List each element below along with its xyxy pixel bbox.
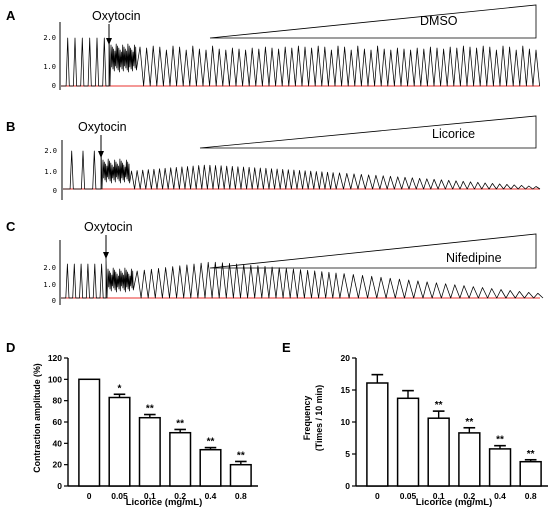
y-tick-label: 0 bbox=[53, 187, 57, 195]
treatment-label: Nifedipine bbox=[446, 251, 502, 265]
significance-marker: * bbox=[118, 383, 122, 394]
x-axis-title: Licorice (mg/mL) bbox=[416, 497, 493, 508]
oxytocin-label: Oxytocin bbox=[78, 120, 127, 134]
bar bbox=[199, 448, 222, 487]
y-tick-label: 0 bbox=[57, 481, 62, 491]
contraction-trace bbox=[61, 31, 540, 87]
y-tick-label: 0 bbox=[345, 481, 350, 491]
dose-wedge bbox=[209, 4, 537, 39]
significance-marker: ** bbox=[207, 437, 215, 448]
y-tick-label: 20 bbox=[53, 460, 63, 470]
bar bbox=[169, 431, 192, 487]
y-tick-label: 10 bbox=[341, 417, 351, 427]
bar bbox=[396, 397, 420, 487]
panel-label-e: E bbox=[282, 340, 291, 355]
y-tick-label: 120 bbox=[48, 353, 62, 363]
y-tick-label: 0 bbox=[52, 297, 56, 305]
y-axis-title: Contraction amplitude (%) bbox=[32, 363, 42, 473]
trace-panel-c: C Oxytocin Nifedipine 2.0 1.0 0 bbox=[6, 219, 544, 305]
y-tick-label: 5 bbox=[345, 449, 350, 459]
significance-marker: ** bbox=[176, 419, 184, 430]
significance-marker: ** bbox=[465, 417, 473, 428]
trace-panel-a: A Oxytocin DMSO 2.0 1.0 0 bbox=[6, 4, 540, 90]
y-tick-label: 0 bbox=[52, 82, 56, 90]
oxytocin-label: Oxytocin bbox=[92, 9, 141, 23]
y-axis-title-line-2: (Times / 10 min) bbox=[314, 385, 324, 451]
y-tick-label: 40 bbox=[53, 438, 63, 448]
treatment-label: DMSO bbox=[420, 14, 458, 28]
y-axis-title-line-1: Frequency bbox=[302, 396, 312, 441]
x-tick-label: 0.2 bbox=[174, 491, 186, 501]
significance-marker: ** bbox=[146, 404, 154, 415]
x-tick-label: 0.1 bbox=[433, 491, 445, 501]
panel-label-a: A bbox=[6, 8, 16, 23]
x-tick-label: 0.05 bbox=[111, 491, 128, 501]
y-tick-label: 100 bbox=[48, 374, 62, 384]
significance-marker: ** bbox=[527, 449, 535, 460]
y-tick-label: 1.0 bbox=[43, 63, 56, 71]
y-tick-label: 80 bbox=[53, 396, 63, 406]
dose-wedge bbox=[199, 115, 537, 149]
significance-marker: ** bbox=[435, 400, 443, 411]
panel-label-d: D bbox=[6, 340, 15, 355]
treatment-label: Licorice bbox=[432, 127, 475, 141]
significance-marker: ** bbox=[496, 435, 504, 446]
x-axis-title: Licorice (mg/mL) bbox=[126, 497, 203, 508]
panel-label-b: B bbox=[6, 119, 15, 134]
y-tick-label: 2.0 bbox=[44, 147, 57, 155]
bar bbox=[366, 382, 389, 487]
x-tick-label: 0.8 bbox=[525, 491, 537, 501]
y-tick-label: 60 bbox=[53, 417, 63, 427]
x-tick-label: 0 bbox=[87, 491, 92, 501]
panel-label-c: C bbox=[6, 219, 16, 234]
bar bbox=[229, 463, 252, 487]
y-tick-label: 1.0 bbox=[44, 168, 57, 176]
x-tick-label: 0.8 bbox=[235, 491, 247, 501]
y-tick-label: 2.0 bbox=[43, 264, 56, 272]
y-tick-label: 15 bbox=[341, 385, 351, 395]
bar bbox=[458, 432, 481, 487]
trace-panel-b: B Oxytocin Licorice 2.0 1.0 0 bbox=[6, 115, 541, 200]
bar bbox=[108, 396, 131, 487]
bar-chart-d: D Contraction amplitude (%) Licorice (mg… bbox=[6, 340, 258, 508]
x-tick-label: 0.05 bbox=[400, 491, 417, 501]
contraction-trace bbox=[63, 144, 541, 190]
bar bbox=[78, 378, 101, 487]
x-tick-label: 0.4 bbox=[205, 491, 217, 501]
x-tick-label: 0.2 bbox=[463, 491, 475, 501]
y-tick-label: 2.0 bbox=[43, 34, 56, 42]
contraction-trace bbox=[61, 257, 544, 299]
bar-chart-e: E Frequency (Times / 10 min) Licorice (m… bbox=[282, 340, 548, 508]
y-tick-label: 1.0 bbox=[43, 281, 56, 289]
x-tick-label: 0 bbox=[375, 491, 380, 501]
y-tick-label: 20 bbox=[341, 353, 351, 363]
significance-marker: ** bbox=[237, 451, 245, 462]
bar bbox=[138, 416, 161, 487]
x-tick-label: 0.1 bbox=[144, 491, 156, 501]
x-tick-label: 0.4 bbox=[494, 491, 506, 501]
bar bbox=[427, 417, 450, 487]
bar bbox=[488, 448, 512, 487]
oxytocin-arrowhead bbox=[103, 252, 109, 259]
oxytocin-label: Oxytocin bbox=[84, 220, 133, 234]
bar bbox=[519, 460, 542, 487]
dose-wedge bbox=[209, 233, 537, 269]
